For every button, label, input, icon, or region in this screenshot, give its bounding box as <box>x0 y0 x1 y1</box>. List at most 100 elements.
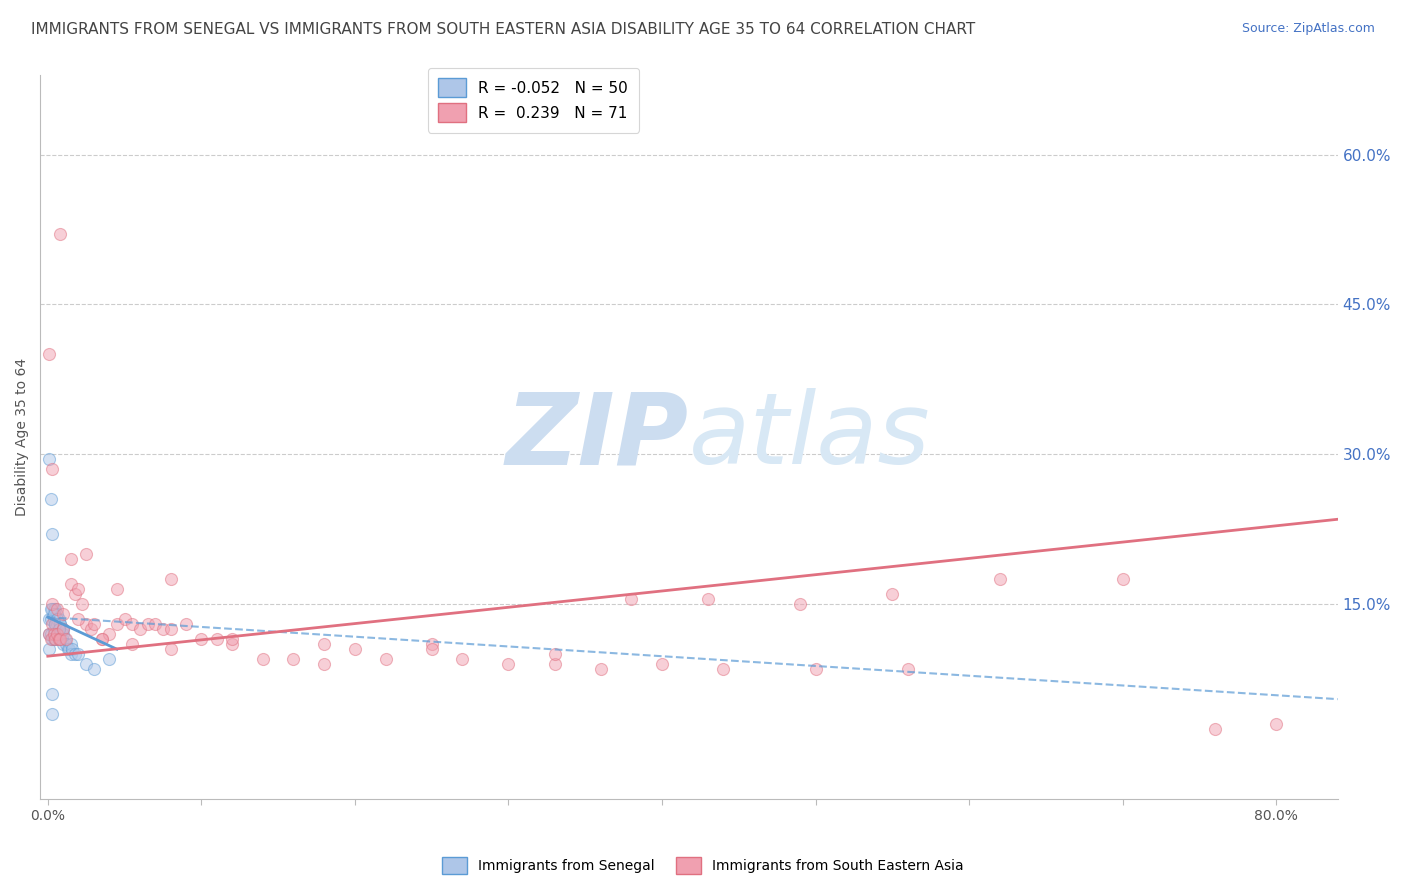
Point <box>589 662 612 676</box>
Point <box>221 632 243 647</box>
Point <box>98 652 121 666</box>
Point <box>83 662 105 676</box>
Point <box>136 617 159 632</box>
Point <box>44 617 66 632</box>
Point <box>67 582 90 597</box>
Point <box>41 462 63 476</box>
Point <box>48 622 70 636</box>
Point <box>804 662 827 676</box>
Point <box>67 647 90 661</box>
Point <box>42 602 65 616</box>
Point <box>52 622 75 636</box>
Point <box>53 632 76 647</box>
Point <box>252 652 274 666</box>
Point <box>55 637 77 651</box>
Point <box>143 617 166 632</box>
Point <box>60 642 83 657</box>
Point <box>159 622 181 636</box>
Point <box>75 617 97 632</box>
Point <box>46 612 69 626</box>
Point <box>988 572 1011 586</box>
Point <box>65 587 87 601</box>
Point <box>105 617 128 632</box>
Y-axis label: Disability Age 35 to 64: Disability Age 35 to 64 <box>15 358 30 516</box>
Point <box>90 632 112 647</box>
Point <box>48 632 70 647</box>
Point <box>46 617 69 632</box>
Point <box>46 627 69 641</box>
Point <box>314 637 336 651</box>
Point <box>543 647 565 661</box>
Point <box>59 647 82 661</box>
Point <box>52 637 75 651</box>
Point <box>343 642 366 657</box>
Point <box>41 632 63 647</box>
Point <box>42 612 65 626</box>
Point <box>651 657 673 672</box>
Point <box>159 642 181 657</box>
Point <box>75 547 97 561</box>
Point <box>42 632 65 647</box>
Point <box>52 627 75 641</box>
Point <box>51 632 73 647</box>
Point <box>114 612 136 626</box>
Point <box>129 622 152 636</box>
Point <box>789 597 811 611</box>
Point <box>697 592 720 607</box>
Point <box>59 552 82 566</box>
Point <box>1111 572 1133 586</box>
Point <box>39 612 62 626</box>
Point <box>41 597 63 611</box>
Point <box>174 617 197 632</box>
Point <box>205 632 228 647</box>
Point <box>152 622 174 636</box>
Point <box>41 617 63 632</box>
Point <box>56 642 79 657</box>
Text: IMMIGRANTS FROM SENEGAL VS IMMIGRANTS FROM SOUTH EASTERN ASIA DISABILITY AGE 35 : IMMIGRANTS FROM SENEGAL VS IMMIGRANTS FR… <box>31 22 976 37</box>
Point <box>41 527 63 541</box>
Point <box>83 617 105 632</box>
Point <box>38 347 60 361</box>
Point <box>620 592 643 607</box>
Point <box>39 602 62 616</box>
Point <box>374 652 396 666</box>
Point <box>38 627 60 641</box>
Point <box>121 617 143 632</box>
Point <box>159 572 181 586</box>
Point <box>48 612 70 626</box>
Point <box>41 707 63 722</box>
Text: ZIP: ZIP <box>506 388 689 485</box>
Point <box>90 632 112 647</box>
Point <box>38 452 60 467</box>
Point <box>49 227 72 242</box>
Point <box>420 642 443 657</box>
Point <box>1265 717 1288 731</box>
Point <box>67 612 90 626</box>
Point <box>713 662 735 676</box>
Point <box>59 577 82 591</box>
Point <box>80 622 103 636</box>
Point <box>44 632 66 647</box>
Point <box>44 617 66 632</box>
Point <box>1204 722 1226 736</box>
Text: Source: ZipAtlas.com: Source: ZipAtlas.com <box>1241 22 1375 36</box>
Point <box>46 607 69 622</box>
Point <box>420 637 443 651</box>
Point <box>283 652 305 666</box>
Point <box>41 687 63 701</box>
Point <box>44 602 66 616</box>
Point <box>55 632 77 647</box>
Point <box>48 632 70 647</box>
Point <box>59 637 82 651</box>
Point <box>105 582 128 597</box>
Point <box>65 647 87 661</box>
Point <box>42 627 65 641</box>
Point <box>42 622 65 636</box>
Point <box>42 607 65 622</box>
Point <box>39 492 62 507</box>
Point <box>543 657 565 672</box>
Point <box>51 622 73 636</box>
Point <box>49 617 72 632</box>
Point <box>49 617 72 632</box>
Point <box>41 602 63 616</box>
